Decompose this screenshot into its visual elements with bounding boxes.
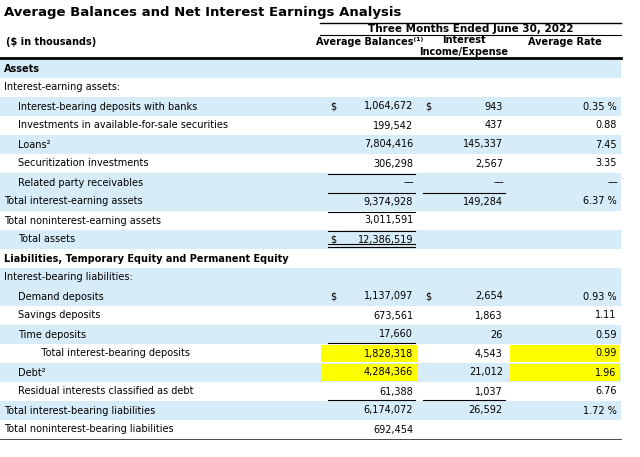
Text: Average Balances and Net Interest Earnings Analysis: Average Balances and Net Interest Earnin… — [4, 6, 401, 19]
Text: 6.76: 6.76 — [595, 387, 617, 397]
Text: —: — — [493, 177, 503, 187]
Text: 21,012: 21,012 — [468, 367, 503, 377]
Text: $: $ — [425, 101, 431, 112]
Text: Securitization investments: Securitization investments — [18, 159, 148, 169]
Text: 0.59: 0.59 — [595, 329, 617, 340]
Text: —: — — [403, 177, 413, 187]
Text: 1.11: 1.11 — [595, 310, 617, 320]
Text: Related party receivables: Related party receivables — [18, 177, 143, 187]
Bar — [0, 97, 621, 116]
Text: Residual interests classified as debt: Residual interests classified as debt — [18, 387, 193, 397]
Text: 26,592: 26,592 — [468, 405, 503, 415]
Text: Interest
Income/Expense: Interest Income/Expense — [419, 35, 509, 57]
Bar — [0, 230, 621, 249]
Text: Savings deposits: Savings deposits — [18, 310, 100, 320]
Text: 673,561: 673,561 — [373, 310, 413, 320]
Text: ($ in thousands): ($ in thousands) — [6, 37, 96, 47]
Text: Loans²: Loans² — [18, 139, 51, 149]
Text: $: $ — [330, 292, 336, 302]
Text: Interest-earning assets:: Interest-earning assets: — [4, 83, 120, 92]
Bar — [0, 401, 621, 420]
Bar — [0, 325, 621, 344]
Text: Debt²: Debt² — [18, 367, 45, 377]
Text: Three Months Ended June 30, 2022: Three Months Ended June 30, 2022 — [367, 24, 573, 34]
Text: Total interest-bearing deposits: Total interest-bearing deposits — [32, 349, 190, 358]
Text: Total noninterest-bearing liabilities: Total noninterest-bearing liabilities — [4, 425, 173, 435]
Text: Total assets: Total assets — [18, 234, 75, 244]
Bar — [0, 287, 621, 306]
Text: 1,037: 1,037 — [475, 387, 503, 397]
Bar — [0, 192, 621, 211]
Text: 943: 943 — [484, 101, 503, 112]
Text: Assets: Assets — [4, 64, 40, 74]
Text: 4,543: 4,543 — [475, 349, 503, 358]
Text: 306,298: 306,298 — [373, 159, 413, 169]
Text: 0.99: 0.99 — [595, 349, 617, 358]
Text: $: $ — [425, 292, 431, 302]
Text: 12,386,519: 12,386,519 — [358, 234, 413, 244]
Text: Investments in available-for-sale securities: Investments in available-for-sale securi… — [18, 121, 228, 131]
Text: 6.37 %: 6.37 % — [583, 197, 617, 207]
Text: 4,284,366: 4,284,366 — [364, 367, 413, 377]
Text: 1.96: 1.96 — [595, 367, 617, 377]
Bar — [0, 363, 621, 382]
Text: 0.88: 0.88 — [595, 121, 617, 131]
Text: 0.35 %: 0.35 % — [583, 101, 617, 112]
Text: 6,174,072: 6,174,072 — [364, 405, 413, 415]
Bar — [0, 382, 621, 401]
Text: Total interest-earning assets: Total interest-earning assets — [4, 197, 143, 207]
Text: 2,654: 2,654 — [475, 292, 503, 302]
Bar — [0, 249, 621, 268]
Text: 1,863: 1,863 — [475, 310, 503, 320]
Text: $: $ — [330, 101, 336, 112]
Text: 145,337: 145,337 — [463, 139, 503, 149]
Text: 0.93 %: 0.93 % — [583, 292, 617, 302]
Bar — [0, 154, 621, 173]
Text: $: $ — [330, 234, 336, 244]
Text: Interest-bearing liabilities:: Interest-bearing liabilities: — [4, 272, 132, 282]
Bar — [0, 344, 621, 363]
Text: Total noninterest-earning assets: Total noninterest-earning assets — [4, 216, 161, 225]
Text: 1.72 %: 1.72 % — [583, 405, 617, 415]
Bar — [0, 59, 621, 78]
Text: Liabilities, Temporary Equity and Permanent Equity: Liabilities, Temporary Equity and Perman… — [4, 254, 289, 264]
Bar — [0, 420, 621, 439]
Text: 26: 26 — [490, 329, 503, 340]
Bar — [321, 364, 418, 381]
Bar — [0, 211, 621, 230]
Text: Interest-bearing deposits with banks: Interest-bearing deposits with banks — [18, 101, 197, 112]
Text: 1,064,672: 1,064,672 — [364, 101, 413, 112]
Text: Total interest-bearing liabilities: Total interest-bearing liabilities — [4, 405, 156, 415]
Text: Average Balances⁽¹⁾: Average Balances⁽¹⁾ — [316, 37, 423, 47]
Text: 199,542: 199,542 — [373, 121, 413, 131]
Bar — [321, 345, 418, 362]
Text: 2,567: 2,567 — [475, 159, 503, 169]
Text: 7,804,416: 7,804,416 — [364, 139, 413, 149]
Text: 3.35: 3.35 — [595, 159, 617, 169]
Text: 7.45: 7.45 — [595, 139, 617, 149]
Bar — [0, 306, 621, 325]
Bar — [0, 78, 621, 97]
Text: Demand deposits: Demand deposits — [18, 292, 104, 302]
Text: 61,388: 61,388 — [380, 387, 413, 397]
Bar — [510, 364, 620, 381]
Text: Average Rate: Average Rate — [528, 37, 602, 47]
Text: 1,828,318: 1,828,318 — [364, 349, 413, 358]
Bar — [510, 345, 620, 362]
Bar — [0, 135, 621, 154]
Bar — [0, 116, 621, 135]
Text: Time deposits: Time deposits — [18, 329, 86, 340]
Text: 17,660: 17,660 — [380, 329, 413, 340]
Bar — [0, 173, 621, 192]
Text: 437: 437 — [484, 121, 503, 131]
Text: 3,011,591: 3,011,591 — [364, 216, 413, 225]
Text: 149,284: 149,284 — [463, 197, 503, 207]
Text: 1,137,097: 1,137,097 — [364, 292, 413, 302]
Bar — [0, 268, 621, 287]
Text: —: — — [607, 177, 617, 187]
Text: 9,374,928: 9,374,928 — [364, 197, 413, 207]
Text: 692,454: 692,454 — [373, 425, 413, 435]
